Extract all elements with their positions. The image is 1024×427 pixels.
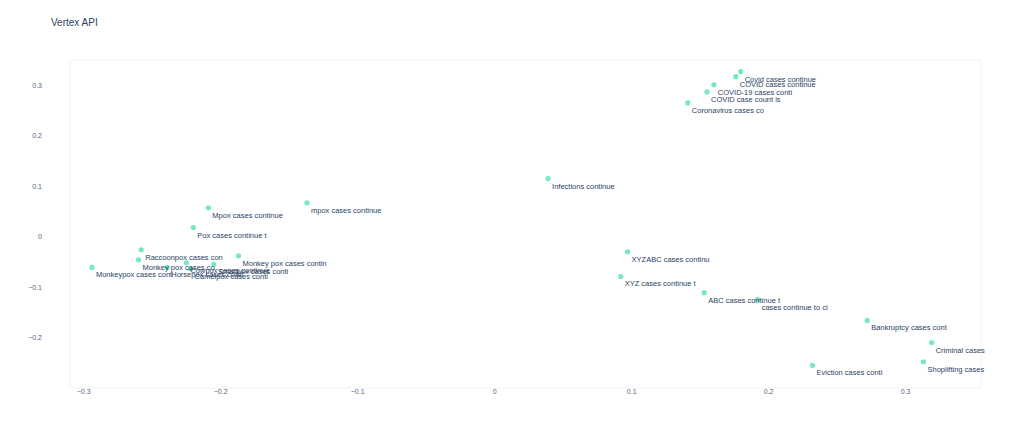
point <box>191 225 196 230</box>
point <box>89 265 94 270</box>
point-label: Shoplifting cases <box>927 365 984 374</box>
point-label: Monkeypox cases cont <box>96 270 173 279</box>
point-label: cases continue to cl <box>762 303 828 312</box>
points <box>89 69 934 368</box>
point <box>865 318 870 323</box>
point-label: Raccoonpox cases con <box>145 253 223 262</box>
y-tick-label: −0.2 <box>28 334 42 341</box>
y-tick-label: 0.3 <box>32 82 42 89</box>
point-label: Smallpox cases conti <box>218 267 289 276</box>
point-label: Eviction cases conti <box>816 368 882 377</box>
y-tick-label: 0 <box>38 233 42 240</box>
point <box>702 290 707 295</box>
x-tick-label: 0 <box>493 388 497 395</box>
point <box>711 82 716 87</box>
point <box>206 205 211 210</box>
point-label: XYZABC cases continu <box>632 255 710 264</box>
y-tick-label: 0.1 <box>32 183 42 190</box>
point-label: Mpox cases continue <box>212 211 282 220</box>
point-labels: Covid cases continueCOVID cases continue… <box>96 75 985 378</box>
y-tick-label: −0.1 <box>28 284 42 291</box>
point <box>921 359 926 364</box>
point-label: Coronavirus cases co <box>692 106 764 115</box>
point-label: XYZ cases continue t <box>625 279 697 288</box>
point-label: Pox cases continue t <box>197 231 267 240</box>
point <box>618 274 623 279</box>
x-tick-label: −0.3 <box>77 388 91 395</box>
point-label: mpox cases continue <box>311 206 381 215</box>
chart: Vertex API −0.3 −0.2 −0.1 0 0.1 0.2 0.3 −0.2 −0.1… <box>0 0 1024 427</box>
point <box>136 257 141 262</box>
x-tick-label: 0.3 <box>901 388 911 395</box>
point-label: COVID case count is <box>711 95 781 104</box>
title: Vertex API <box>51 17 98 28</box>
point <box>704 89 709 94</box>
x-tick-label: −0.2 <box>214 388 228 395</box>
point <box>625 249 630 254</box>
plot-frame <box>70 60 981 388</box>
point <box>738 69 743 74</box>
y-tick-label: 0.2 <box>32 132 42 139</box>
point <box>929 340 934 345</box>
point-label: Criminal cases <box>936 346 985 355</box>
point <box>139 247 144 252</box>
x-tick-label: −0.1 <box>351 388 365 395</box>
x-tick-label: 0.1 <box>627 388 637 395</box>
point <box>236 253 241 258</box>
point-label: Infections continue <box>552 182 615 191</box>
point <box>733 74 738 79</box>
point <box>685 100 690 105</box>
point <box>810 363 815 368</box>
point-label: Bankruptcy cases cont <box>871 323 947 332</box>
x-tick-label: 0.2 <box>764 388 774 395</box>
point <box>304 200 309 205</box>
point <box>546 176 551 181</box>
